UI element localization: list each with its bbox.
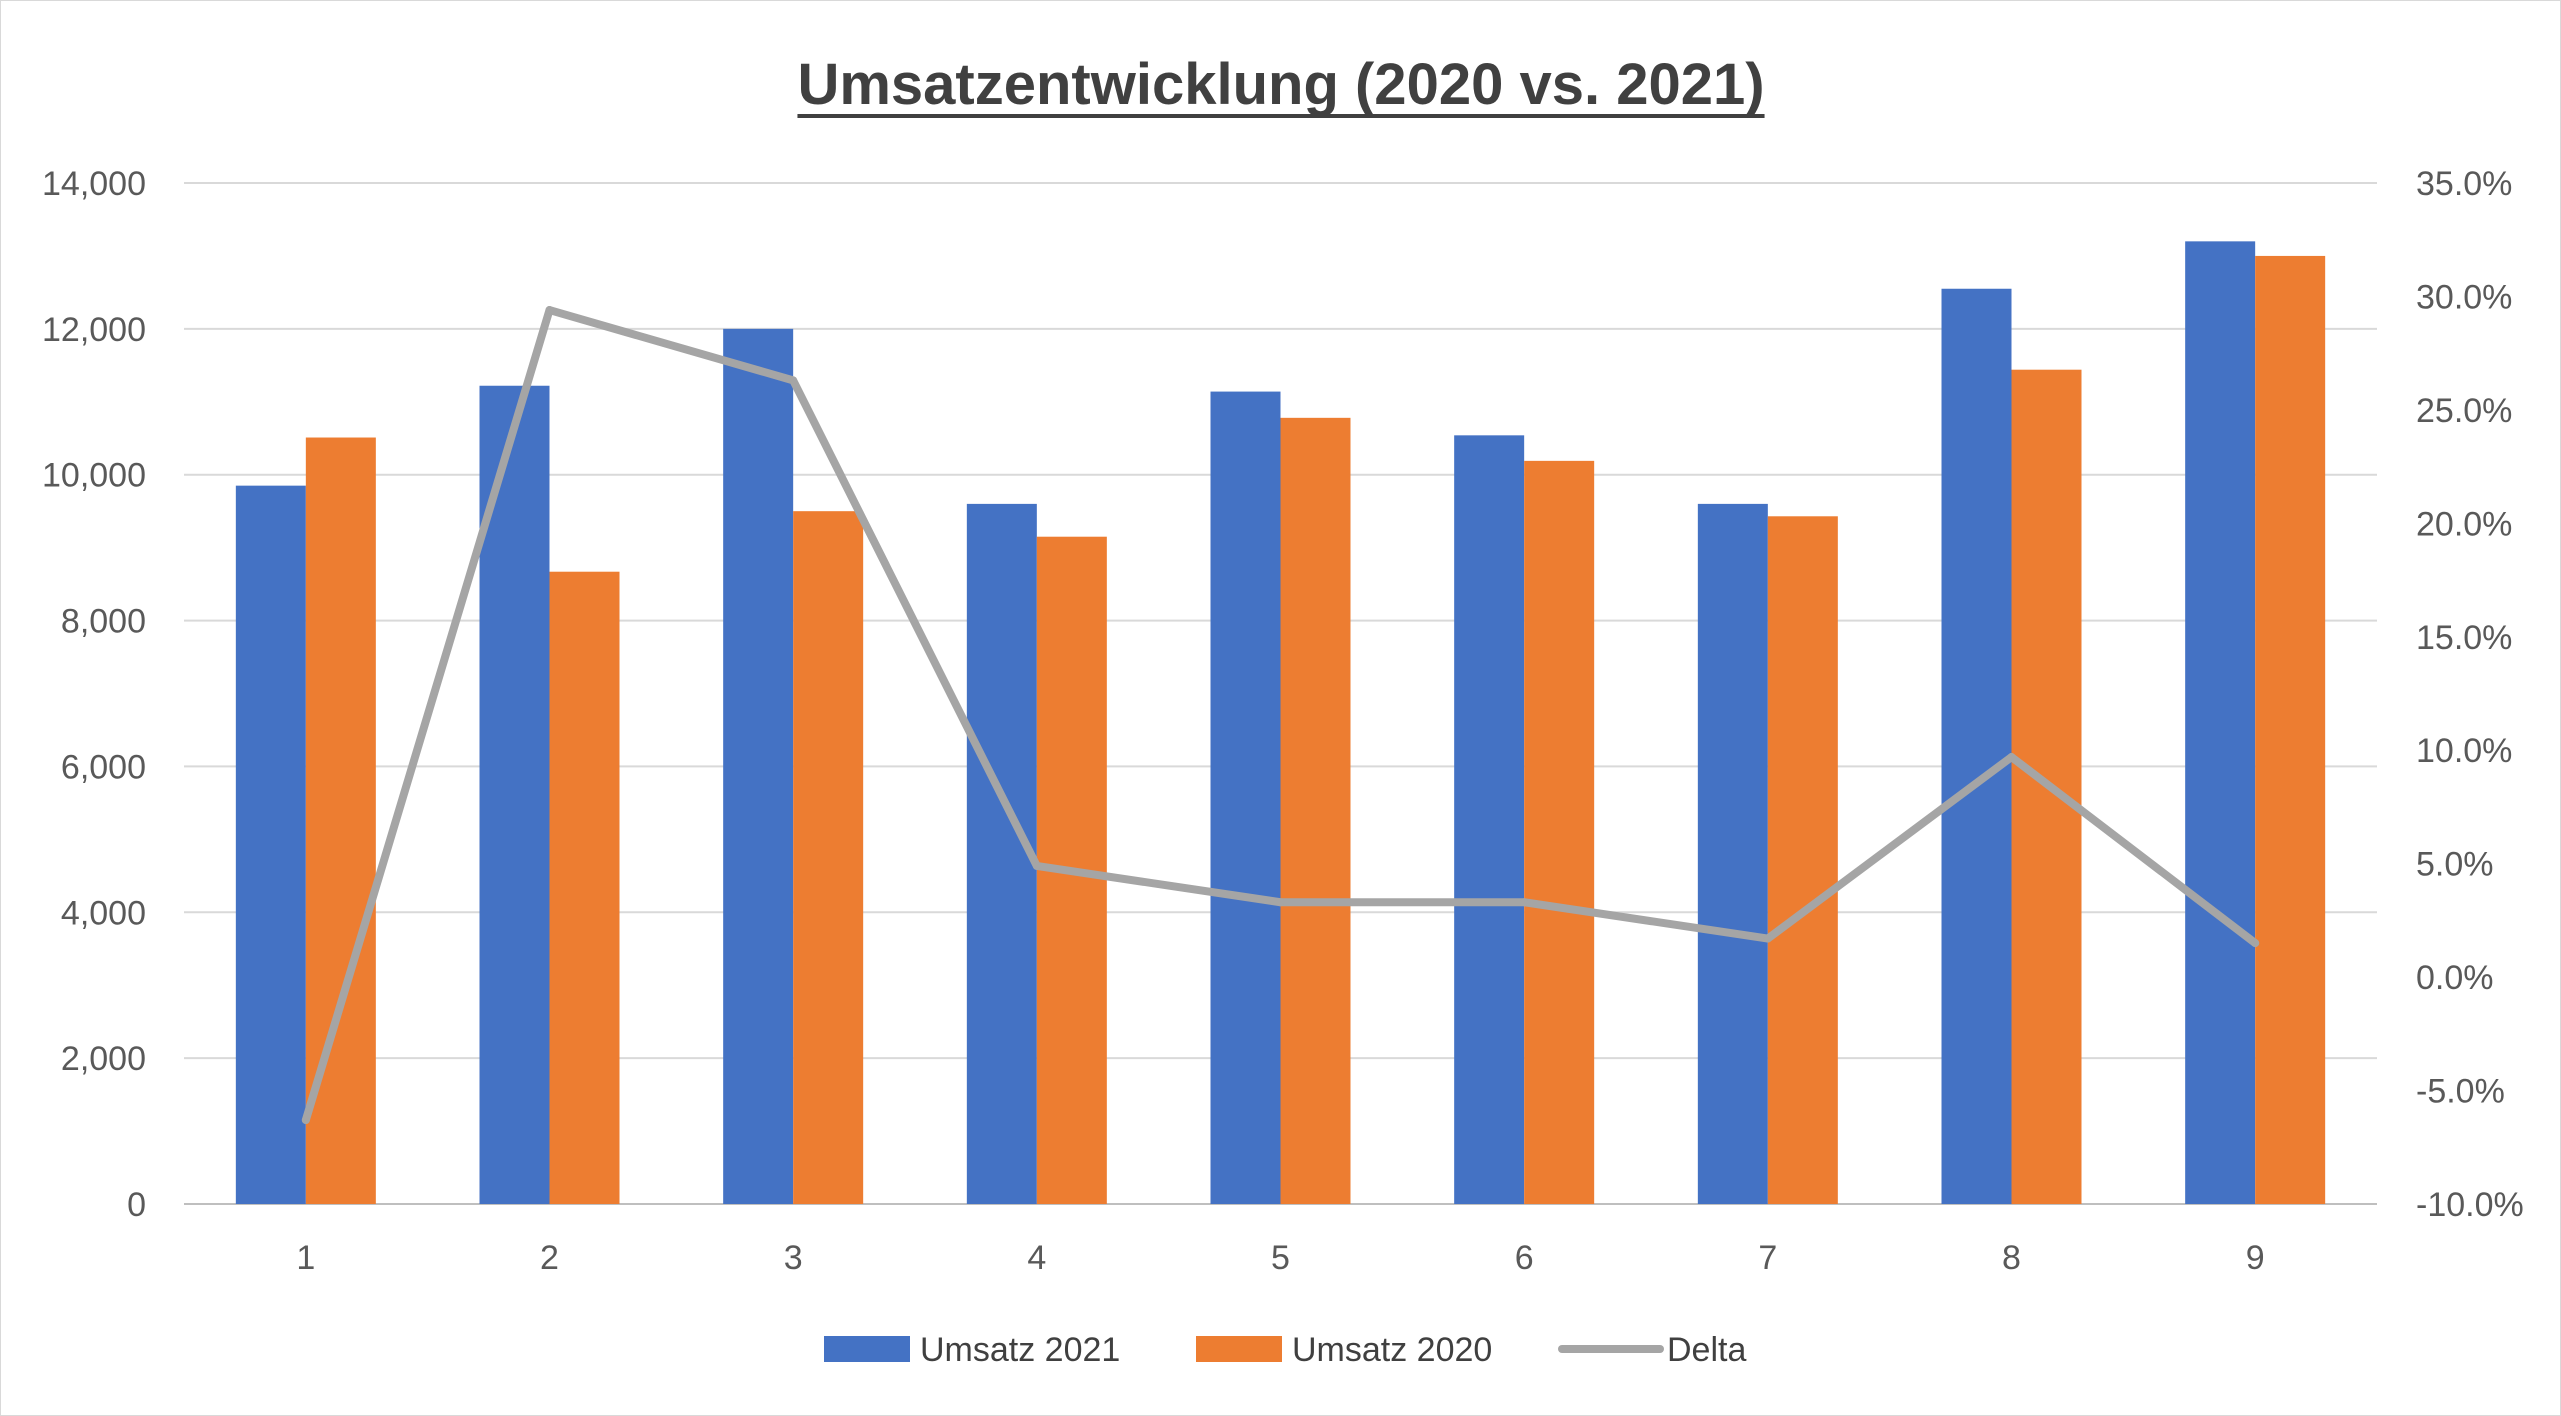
delta-point	[1276, 898, 1285, 907]
legend-swatch-umsatz-2020	[1196, 1336, 1282, 1362]
x-tick-label: 3	[784, 1239, 803, 1277]
y-right-tick-label: 10.0%	[2416, 732, 2512, 770]
axes: 0 2,000 4,000 6,000 8,000 10,000 12,000 14,000 -…	[42, 165, 2524, 1277]
y-right-tick-label: 25.0%	[2416, 392, 2512, 430]
bar-umsatz-2021	[479, 385, 550, 1204]
y-right-tick-label: -10.0%	[2416, 1186, 2524, 1224]
y-right-tick-label: 35.0%	[2416, 165, 2512, 203]
delta-point	[2251, 939, 2260, 948]
bar-umsatz-2020	[1767, 516, 1838, 1204]
legend-swatch-umsatz-2021	[824, 1336, 910, 1362]
legend-label-umsatz-2021: Umsatz 2021	[920, 1331, 1120, 1369]
y-right-tick-label: 20.0%	[2416, 505, 2512, 543]
bar-umsatz-2021	[1941, 288, 2012, 1204]
y-left-tick-label: 8,000	[61, 603, 146, 641]
delta-point	[789, 376, 798, 385]
bar-umsatz-2020	[793, 511, 864, 1204]
x-tick-label: 4	[1027, 1239, 1046, 1277]
bar-umsatz-2020	[2255, 255, 2326, 1204]
x-tick-label: 9	[2246, 1239, 2265, 1277]
y-right-tick-label: -5.0%	[2416, 1073, 2505, 1111]
legend-label-umsatz-2020: Umsatz 2020	[1292, 1331, 1492, 1369]
x-tick-label: 2	[540, 1239, 559, 1277]
delta-point	[1763, 934, 1772, 943]
y-right-tick-label: 5.0%	[2416, 846, 2494, 884]
bar-umsatz-2020	[1280, 417, 1351, 1205]
y-right-tick-label: 0.0%	[2416, 959, 2494, 997]
y-left-tick-label: 6,000	[61, 748, 146, 786]
y-left-tick-label: 4,000	[61, 894, 146, 932]
legend: Umsatz 2021 Umsatz 2020 Delta	[824, 1331, 1746, 1369]
chart-title: Umsatzentwicklung (2020 vs. 2021)	[797, 52, 1764, 117]
bar-umsatz-2021	[235, 485, 306, 1204]
x-tick-label: 8	[2002, 1239, 2021, 1277]
delta-point	[1032, 861, 1041, 870]
x-tick-label: 5	[1271, 1239, 1290, 1277]
bar-umsatz-2021	[966, 503, 1037, 1204]
delta-point	[301, 1116, 310, 1125]
x-tick-label: 7	[1758, 1239, 1777, 1277]
y-right-tick-label: 15.0%	[2416, 619, 2512, 657]
x-tick-label: 6	[1515, 1239, 1534, 1277]
bar-umsatz-2020	[1524, 460, 1595, 1204]
bar-umsatz-2021	[1210, 391, 1281, 1205]
y-left-tick-label: 2,000	[61, 1040, 146, 1078]
bars	[235, 241, 2326, 1205]
delta-point	[2007, 753, 2016, 762]
bar-umsatz-2021	[1454, 435, 1525, 1204]
legend-label-delta: Delta	[1667, 1331, 1746, 1369]
y-left-tick-label: 10,000	[42, 457, 146, 495]
y-left-tick-label: 12,000	[42, 311, 146, 349]
y-right-tick-label: 30.0%	[2416, 278, 2512, 316]
delta-point	[545, 306, 554, 315]
y-left-tick-label: 0	[127, 1186, 146, 1224]
delta-point	[1520, 898, 1529, 907]
bar-umsatz-2021	[1697, 503, 1768, 1204]
delta-line-layer	[301, 306, 2260, 1125]
bar-umsatz-2020	[549, 571, 620, 1204]
x-tick-label: 1	[296, 1239, 315, 1277]
bar-umsatz-2021	[2185, 241, 2256, 1205]
y-left-tick-label: 14,000	[42, 165, 146, 203]
bar-umsatz-2021	[723, 328, 794, 1204]
